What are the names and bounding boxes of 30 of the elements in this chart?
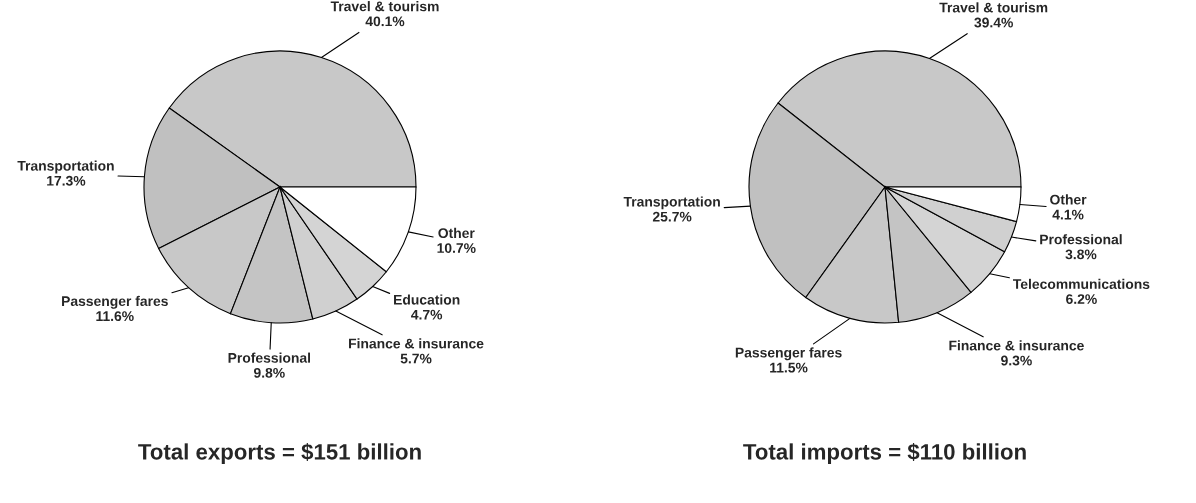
slice-label: Professional [1040,234,1122,245]
slice-label: Finance & insurance [949,340,1084,351]
slice-label: Other [1050,194,1087,205]
slice-label: Telecommunications [1013,278,1150,290]
slice-label: Passenger fares [735,347,842,361]
data-label: 9.8% [253,367,285,378]
slice-label: Transportation [623,196,720,210]
text: Total exports = $151 billion [138,442,421,465]
data-label: 3.8% [1065,249,1097,260]
data-label: 11.5% [770,362,808,373]
slice-label: Education [394,294,460,305]
data-label: 40.1% [365,16,405,27]
slice-label: Finance & insurance [349,338,484,349]
data-label: 17.3% [47,175,86,186]
data-label: 6.2% [1066,294,1097,304]
slice-label: Passenger fares [62,295,168,309]
data-label: 4.1% [1052,209,1084,220]
data-label: 4.7% [411,309,443,320]
data-label: 25.7% [652,211,692,222]
slice-label: Travel & tourism [330,1,439,12]
data-label: 5.7% [400,353,432,364]
slice-label: Transportation [17,160,114,174]
data-label: 10.7% [437,243,476,253]
slice-label: Travel & tourism [939,2,1048,13]
data-label: 9.3% [1001,355,1032,366]
data-label: 11.6% [96,311,134,322]
text: Total imports = $110 billion [743,442,1026,465]
data-label: 39.4% [974,17,1013,28]
slice-label: Other [438,227,475,239]
slice-label: Professional [228,352,311,363]
